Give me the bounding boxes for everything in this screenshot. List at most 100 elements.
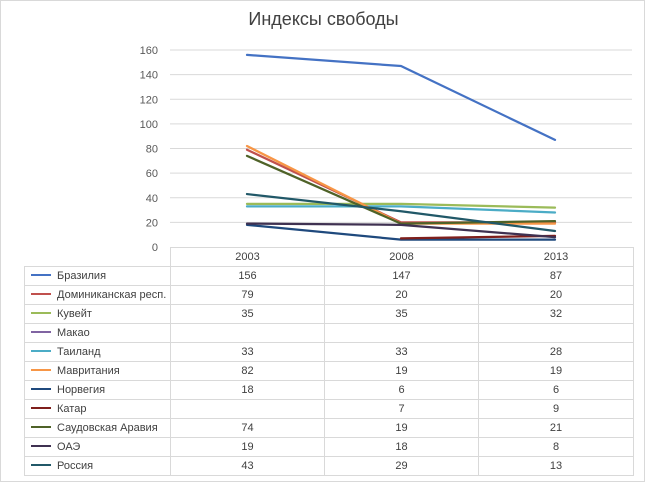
data-cell: 35 xyxy=(324,304,479,324)
data-cell: 29 xyxy=(324,456,479,476)
x-category-label: 2013 xyxy=(478,247,634,267)
data-cell: 19 xyxy=(478,361,634,381)
table-row: Бразилия 156 147 87 xyxy=(24,266,634,286)
legend-key xyxy=(31,369,51,372)
series-name: Норвегия xyxy=(57,384,106,396)
series-line xyxy=(245,205,557,214)
series-line xyxy=(245,222,557,239)
series-name: Бразилия xyxy=(57,270,107,282)
series-name: Макао xyxy=(57,327,90,339)
data-cell: 18 xyxy=(324,437,479,457)
y-tick-label: 60 xyxy=(146,168,158,180)
table-corner xyxy=(24,247,171,267)
data-cell xyxy=(324,323,479,343)
data-cell: 35 xyxy=(170,304,325,324)
data-cell: 33 xyxy=(324,342,479,362)
legend-key xyxy=(31,464,51,467)
series-label: Мавритания xyxy=(24,361,171,381)
legend-key xyxy=(31,331,51,334)
series-label: Саудовская Аравия xyxy=(24,418,171,438)
x-category-label: 2008 xyxy=(324,247,479,267)
table-row: Катар 7 9 xyxy=(24,399,634,419)
data-cell: 7 xyxy=(324,399,479,419)
table-row: Мавритания 82 19 19 xyxy=(24,361,634,381)
data-cell xyxy=(478,323,634,343)
series-label: Россия xyxy=(24,456,171,476)
series-name: Россия xyxy=(57,460,94,472)
series-name: ОАЭ xyxy=(57,441,81,453)
series-line xyxy=(399,234,557,240)
data-cell: 79 xyxy=(170,285,325,305)
series-name: Мавритания xyxy=(57,365,120,377)
legend-key xyxy=(31,350,51,353)
data-cell: 74 xyxy=(170,418,325,438)
data-cell: 32 xyxy=(478,304,634,324)
series-line xyxy=(245,53,557,142)
series-label: Кувейт xyxy=(24,304,171,324)
y-tick-label: 80 xyxy=(146,144,158,156)
table-row: Норвегия 18 6 6 xyxy=(24,380,634,400)
series-lines xyxy=(245,53,557,241)
series-name: Саудовская Аравия xyxy=(57,422,158,434)
data-cell: 13 xyxy=(478,456,634,476)
table-row: Россия 43 29 13 xyxy=(24,456,634,476)
y-tick-label: 160 xyxy=(140,45,158,57)
table-row: Доминиканская респ. 79 20 20 xyxy=(24,285,634,305)
series-name: Доминиканская респ. xyxy=(57,289,167,301)
series-label: Таиланд xyxy=(24,342,171,362)
data-cell: 21 xyxy=(478,418,634,438)
series-name: Катар xyxy=(57,403,87,415)
series-name: Кувейт xyxy=(57,308,92,320)
data-cell: 8 xyxy=(478,437,634,457)
table-row: Саудовская Аравия 74 19 21 xyxy=(24,418,634,438)
data-cell: 9 xyxy=(478,399,634,419)
data-cell: 19 xyxy=(324,418,479,438)
y-tick-label: 120 xyxy=(140,94,158,106)
legend-key xyxy=(31,407,51,410)
series-label: Доминиканская респ. xyxy=(24,285,171,305)
series-line xyxy=(245,192,557,233)
data-cell: 156 xyxy=(170,266,325,286)
legend-key xyxy=(31,274,51,277)
chart-title: Индексы свободы xyxy=(248,9,399,29)
y-tick-label: 140 xyxy=(140,70,158,82)
legend-key xyxy=(31,426,51,429)
data-cell xyxy=(170,323,325,343)
table-row: Кувейт 35 35 32 xyxy=(24,304,634,324)
data-cell: 6 xyxy=(478,380,634,400)
series-line xyxy=(245,202,557,209)
table-row: ОАЭ 19 18 8 xyxy=(24,437,634,457)
y-tick-label: 20 xyxy=(146,217,158,229)
table-row: Таиланд 33 33 28 xyxy=(24,342,634,362)
legend-key xyxy=(31,293,51,296)
data-cell: 87 xyxy=(478,266,634,286)
x-category-label: 2003 xyxy=(170,247,325,267)
data-cell: 28 xyxy=(478,342,634,362)
series-label: Бразилия xyxy=(24,266,171,286)
legend-key xyxy=(31,388,51,391)
legend-key xyxy=(31,312,51,315)
data-cell: 20 xyxy=(324,285,479,305)
table-header-row: 2003 2008 2013 xyxy=(24,247,634,267)
data-cell: 18 xyxy=(170,380,325,400)
y-tick-label: 40 xyxy=(146,193,158,205)
series-label: Макао xyxy=(24,323,171,343)
series-line xyxy=(245,223,557,241)
series-line xyxy=(245,154,557,225)
data-cell: 19 xyxy=(324,361,479,381)
data-cell: 43 xyxy=(170,456,325,476)
data-cell: 6 xyxy=(324,380,479,400)
data-cell xyxy=(170,399,325,419)
series-label: Норвегия xyxy=(24,380,171,400)
data-cell: 147 xyxy=(324,266,479,286)
data-cell: 20 xyxy=(478,285,634,305)
data-cell: 19 xyxy=(170,437,325,457)
table-row: Макао xyxy=(24,323,634,343)
series-label: ОАЭ xyxy=(24,437,171,457)
gridlines xyxy=(170,49,632,223)
legend-key xyxy=(31,445,51,448)
data-table: 2003 2008 2013 Бразилия 156 147 87 Доминиканска… xyxy=(24,247,634,476)
series-name: Таиланд xyxy=(57,346,101,358)
